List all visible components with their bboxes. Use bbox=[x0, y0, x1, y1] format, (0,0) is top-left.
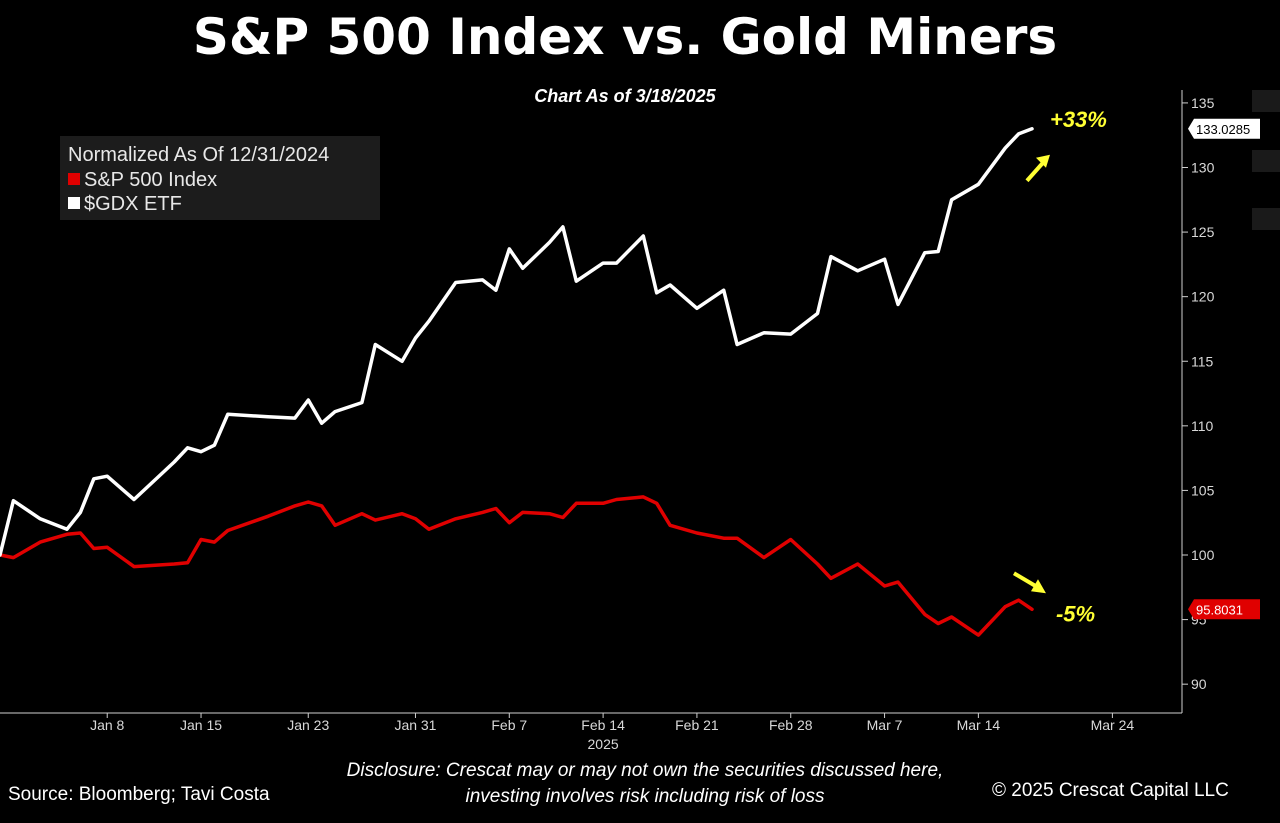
side-tab bbox=[1252, 208, 1280, 230]
chart-subtitle: Chart As of 3/18/2025 bbox=[534, 86, 716, 106]
disclosure-line: Disclosure: Crescat may or may not own t… bbox=[346, 760, 944, 781]
chart-series bbox=[0, 127, 1034, 637]
legend-swatch-gdx bbox=[68, 197, 80, 209]
x-tick-label: Jan 8 bbox=[90, 717, 124, 733]
source-note: Source: Bloomberg; Tavi Costa bbox=[8, 784, 270, 805]
annotation-sp500: -5% bbox=[1056, 601, 1095, 626]
x-tick-label: Feb 28 bbox=[769, 717, 813, 733]
y-tick-label: 130 bbox=[1191, 160, 1215, 176]
last-value-tag bbox=[1188, 118, 1260, 139]
legend-label-gdx: $GDX ETF bbox=[84, 193, 182, 215]
y-tick-label: 100 bbox=[1191, 547, 1215, 563]
legend-swatch-sp500 bbox=[68, 173, 80, 185]
arrow-down-icon bbox=[1012, 571, 1037, 588]
chart-title: S&P 500 Index vs. Gold Miners bbox=[192, 8, 1058, 66]
chart-labels: 95.8031 -5% 133.0285 +33% bbox=[1012, 107, 1260, 626]
legend-header: Normalized As Of 12/31/2024 bbox=[68, 144, 330, 166]
y-tick-label: 120 bbox=[1191, 289, 1215, 305]
copyright-note: © 2025 Crescat Capital LLC bbox=[992, 780, 1229, 801]
last-value-label: 95.8031 bbox=[1196, 602, 1243, 617]
x-tick-label: Feb 21 bbox=[675, 717, 719, 733]
y-tick-label: 135 bbox=[1191, 95, 1215, 111]
disclosure-line: investing involves risk including risk o… bbox=[465, 786, 825, 807]
x-year-label: 2025 bbox=[588, 736, 619, 752]
annotation-gdx: +33% bbox=[1050, 107, 1107, 132]
arrow-down-icon-head bbox=[1030, 579, 1046, 594]
x-tick-label: Jan 15 bbox=[180, 717, 222, 733]
y-tick-label: 90 bbox=[1191, 676, 1207, 692]
y-tick-label: 110 bbox=[1191, 418, 1214, 434]
last-value-label: 133.0285 bbox=[1196, 122, 1250, 137]
series-line-sp500 bbox=[0, 495, 1034, 637]
legend-item-gdx: $GDX ETF bbox=[68, 193, 182, 216]
y-tick-label: 115 bbox=[1191, 353, 1214, 369]
x-tick-label: Feb 7 bbox=[491, 717, 527, 733]
y-tick-label: 125 bbox=[1191, 224, 1215, 240]
y-tick-label: 105 bbox=[1191, 482, 1215, 498]
x-tick-label: Feb 14 bbox=[581, 717, 625, 733]
legend-item-sp500: S&P 500 Index bbox=[68, 169, 217, 192]
arrow-up-icon-head bbox=[1035, 154, 1050, 168]
arrow-up-icon bbox=[1025, 161, 1045, 183]
legend-label-sp500: S&P 500 Index bbox=[84, 169, 218, 191]
chart-legend: Normalized As Of 12/31/2024 S&P 500 Inde… bbox=[60, 136, 380, 220]
series-line-gdx bbox=[0, 127, 1034, 557]
x-tick-label: Jan 23 bbox=[287, 717, 329, 733]
x-tick-label: Mar 14 bbox=[957, 717, 1001, 733]
x-tick-label: Jan 31 bbox=[394, 717, 436, 733]
side-tab bbox=[1252, 150, 1280, 172]
disclosure-note: Disclosure: Crescat may or may not own t… bbox=[250, 758, 1040, 810]
x-tick-label: Mar 24 bbox=[1091, 717, 1135, 733]
side-tab bbox=[1252, 90, 1280, 112]
last-value-tag bbox=[1188, 599, 1260, 620]
x-tick-label: Mar 7 bbox=[867, 717, 903, 733]
